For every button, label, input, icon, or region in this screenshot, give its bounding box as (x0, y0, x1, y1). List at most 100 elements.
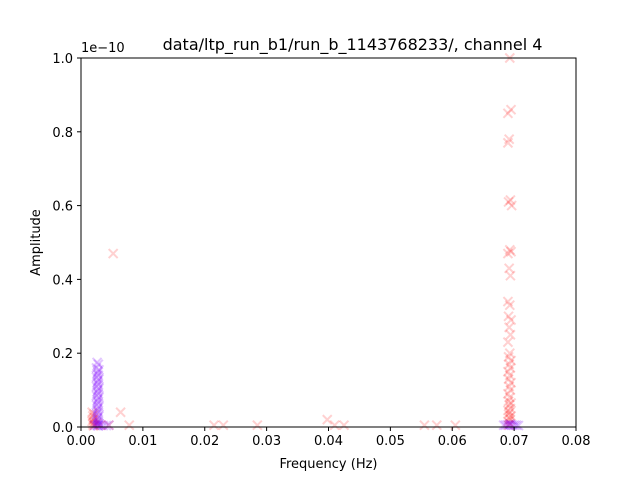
red-x-marker (89, 419, 100, 431)
red-x-marker (115, 407, 126, 418)
red-x-marker (505, 246, 517, 257)
red-x-marker (86, 416, 98, 427)
red-x-marker (88, 417, 100, 428)
x-axis-ticks: 0.00 0.01 0.02 0.03 0.04 0.05 0.06 0.07 0.08 (67, 427, 590, 449)
purple-x-marker (89, 419, 100, 431)
chart-title: data/ltp_run_b1/run_b_1143768233/, chann… (163, 35, 543, 55)
purple-x-marker (101, 420, 112, 431)
red-x-marker (502, 366, 514, 377)
red-x-marker (505, 410, 517, 422)
y-tick-label: 0.4 (52, 273, 73, 288)
purple-x-marker (93, 388, 104, 399)
purple-x-marker (93, 410, 105, 422)
purple-x-marker (91, 381, 102, 392)
x-tick-label: 0.00 (67, 434, 96, 449)
red-x-marker (503, 351, 514, 363)
red-x-marker (502, 416, 514, 427)
red-x-marker (503, 322, 515, 333)
x-tick-label: 0.03 (252, 434, 281, 449)
purple-x-marker (498, 419, 509, 431)
red-x-marker (505, 377, 517, 388)
x-tick-label: 0.06 (438, 434, 467, 449)
red-x-marker (503, 373, 514, 385)
purple-x-marker (500, 419, 511, 431)
red-x-marker (505, 270, 516, 281)
red-x-marker (431, 419, 442, 431)
red-x-marker (502, 248, 514, 259)
y-tick-label: 0.8 (52, 126, 73, 141)
purple-x-marker (92, 366, 103, 377)
purple-x-marker (92, 394, 103, 405)
x-axis-label: Frequency (Hz) (279, 457, 377, 472)
red-x-marker (503, 133, 515, 145)
purple-x-marker (93, 416, 104, 427)
red-x-marker (338, 419, 350, 431)
purple-x-marker (93, 370, 104, 381)
purple-x-marker (91, 399, 102, 411)
data-marks (86, 52, 524, 432)
purple-x-marker (502, 419, 513, 430)
purple-x-marker (507, 419, 519, 431)
purple-x-marker (93, 383, 105, 394)
red-x-marker (86, 407, 98, 418)
red-x-marker (502, 137, 514, 149)
purple-x-marker (93, 379, 104, 390)
red-x-marker (503, 263, 515, 274)
red-x-marker (87, 410, 98, 422)
red-x-marker (503, 419, 514, 431)
red-x-marker (505, 384, 516, 396)
x-tick-label: 0.05 (376, 434, 405, 449)
red-x-marker (505, 314, 517, 326)
red-x-marker (503, 359, 515, 370)
red-x-marker (94, 419, 106, 431)
y-axis-label: Amplitude (29, 209, 44, 276)
red-x-marker (419, 419, 430, 431)
purple-x-marker (513, 420, 524, 431)
red-x-marker (322, 414, 333, 425)
red-x-marker (88, 420, 99, 432)
purple-x-marker (91, 390, 102, 401)
purple-x-marker (93, 407, 104, 418)
red-x-marker (506, 200, 517, 211)
x-tick-label: 0.04 (314, 434, 343, 449)
y-tick-label: 0.2 (52, 347, 73, 362)
red-x-marker (88, 414, 99, 425)
x-tick-label: 0.07 (500, 434, 529, 449)
purple-x-marker (93, 373, 105, 385)
purple-x-marker (103, 419, 115, 431)
red-x-marker (505, 403, 516, 414)
red-x-marker (505, 329, 516, 340)
purple-x-marker (92, 384, 103, 396)
purple-x-marker (91, 362, 102, 374)
red-x-marker (504, 300, 516, 311)
red-x-marker (503, 412, 515, 423)
purple-x-marker (93, 420, 104, 432)
red-x-marker (504, 370, 516, 381)
red-x-marker (505, 414, 516, 425)
purple-x-marker (93, 359, 104, 370)
purple-x-marker (91, 420, 103, 431)
purple-x-marker (91, 395, 103, 407)
y-tick-label: 1.0 (52, 52, 73, 67)
red-x-marker (252, 419, 263, 431)
red-x-marker (329, 419, 340, 431)
purple-x-marker (509, 419, 520, 431)
y-axis-offset-label: 1e−10 (81, 41, 125, 56)
purple-x-marker (91, 368, 103, 379)
y-tick-label: 0.6 (52, 200, 73, 215)
red-x-marker (107, 248, 119, 259)
red-x-marker (505, 194, 516, 206)
red-x-marker (504, 244, 516, 256)
purple-x-marker (92, 403, 103, 414)
purple-x-marker (91, 377, 103, 388)
purple-x-marker (92, 419, 103, 430)
red-x-marker (89, 412, 100, 423)
red-x-marker (208, 419, 220, 431)
purple-x-marker (98, 420, 109, 431)
purple-x-marker (91, 357, 103, 368)
purple-x-marker (91, 417, 102, 428)
red-x-marker (505, 104, 517, 115)
red-x-marker (504, 392, 516, 403)
purple-x-marker (93, 397, 104, 409)
